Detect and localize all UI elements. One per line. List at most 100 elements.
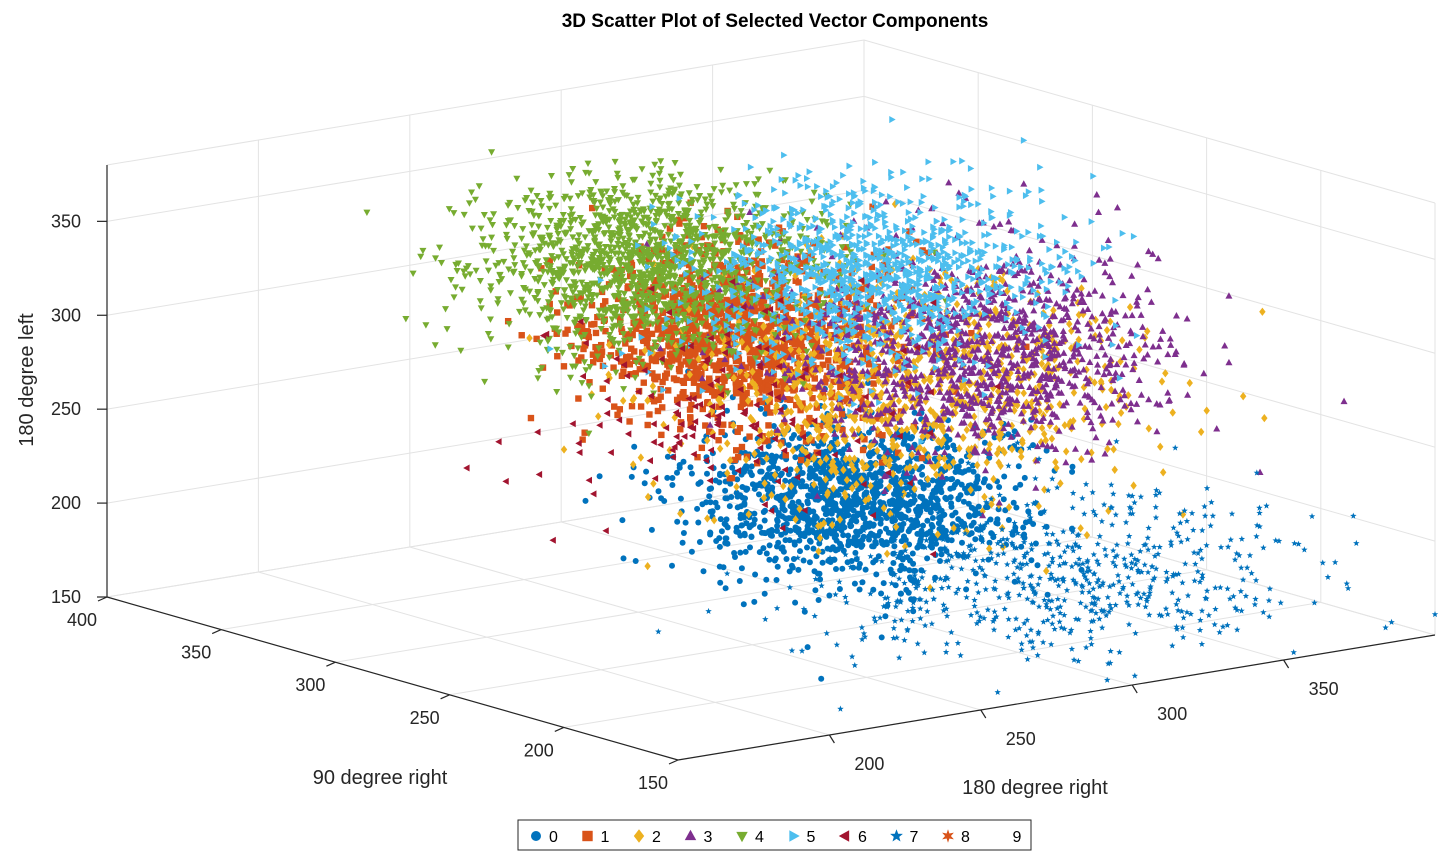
data-point-0 — [820, 464, 827, 470]
data-point-3 — [781, 415, 789, 423]
data-point-0 — [763, 474, 770, 480]
data-point-1 — [640, 379, 647, 386]
data-point-3 — [1137, 311, 1145, 318]
data-point-3 — [1172, 312, 1180, 319]
data-point-0 — [1002, 507, 1009, 514]
data-point-0 — [914, 522, 921, 528]
data-point-0 — [694, 505, 701, 512]
data-point-3 — [1020, 180, 1028, 187]
data-point-0 — [722, 487, 729, 494]
data-point-0 — [818, 484, 825, 491]
data-point-3 — [971, 420, 979, 427]
data-point-0 — [812, 587, 819, 594]
data-point-0 — [720, 463, 727, 470]
data-point-2 — [924, 474, 931, 484]
data-point-0 — [824, 501, 831, 508]
data-point-1 — [686, 414, 694, 421]
data-point-2 — [1102, 402, 1110, 412]
data-point-2 — [1126, 303, 1134, 312]
data-point-2 — [1169, 408, 1176, 417]
data-point-0 — [758, 529, 765, 536]
data-point-3 — [954, 431, 962, 438]
data-point-1 — [686, 406, 694, 413]
data-point-1 — [677, 361, 684, 368]
data-point-3 — [1071, 445, 1080, 452]
data-point-0 — [909, 550, 916, 557]
data-point-0 — [687, 464, 694, 471]
data-point-0 — [871, 495, 878, 502]
data-point-0 — [807, 538, 814, 545]
data-point-1 — [694, 368, 701, 376]
data-point-3 — [982, 466, 990, 474]
data-point-0 — [729, 464, 736, 471]
data-point-0 — [703, 499, 710, 506]
data-point-4 — [481, 378, 489, 386]
data-point-0 — [810, 545, 817, 552]
data-point-2 — [560, 445, 568, 454]
data-point-1 — [811, 375, 818, 382]
data-point-0 — [641, 480, 648, 487]
data-point-0 — [669, 562, 675, 569]
data-point-1 — [671, 325, 679, 332]
data-point-0 — [803, 483, 810, 490]
data-point-0 — [712, 477, 719, 484]
data-point-0 — [1028, 557, 1035, 564]
data-point-1 — [650, 398, 658, 405]
data-point-0 — [748, 472, 755, 479]
data-point-0 — [935, 520, 942, 527]
data-point-3 — [1104, 236, 1112, 244]
data-point-1 — [616, 406, 624, 413]
data-point-1 — [646, 411, 653, 418]
data-point-0 — [892, 532, 899, 539]
data-point-0 — [798, 483, 804, 490]
data-point-1 — [654, 407, 662, 415]
data-point-1 — [676, 367, 683, 375]
data-point-0 — [817, 576, 824, 583]
data-point-0 — [648, 526, 655, 533]
data-point-1 — [739, 394, 746, 402]
data-point-0 — [806, 559, 813, 566]
data-point-3 — [1155, 342, 1163, 350]
data-point-3 — [1030, 279, 1038, 286]
data-point-0 — [724, 407, 730, 414]
data-point-0 — [833, 566, 839, 572]
data-point-2 — [644, 561, 651, 571]
data-point-3 — [1159, 327, 1167, 334]
data-point-2 — [1020, 388, 1027, 398]
data-point-0 — [972, 536, 979, 543]
data-points — [363, 116, 1439, 712]
data-point-0 — [819, 559, 826, 566]
data-point-4 — [528, 222, 536, 229]
data-point-0 — [924, 517, 931, 524]
data-point-3 — [1145, 395, 1153, 403]
data-point-0 — [1001, 473, 1008, 480]
data-point-0 — [774, 543, 780, 550]
data-point-0 — [799, 478, 806, 485]
data-point-3 — [1137, 391, 1145, 398]
data-point-4 — [585, 383, 593, 390]
data-point-0 — [852, 549, 859, 556]
data-point-3 — [892, 231, 900, 239]
data-point-3 — [1094, 368, 1102, 375]
data-point-0 — [751, 516, 758, 523]
data-point-0 — [744, 485, 751, 492]
data-point-3 — [1172, 347, 1180, 355]
data-point-0 — [741, 532, 748, 539]
data-point-3 — [1127, 399, 1135, 407]
data-point-1 — [673, 376, 680, 384]
data-point-3 — [1139, 323, 1147, 330]
data-point-0 — [952, 509, 959, 516]
data-point-0 — [901, 565, 908, 572]
data-point-2 — [1077, 524, 1084, 533]
data-point-0 — [769, 456, 776, 463]
data-point-0 — [1021, 474, 1028, 481]
data-point-0 — [780, 505, 787, 512]
data-point-3 — [1183, 315, 1191, 322]
data-point-0 — [774, 528, 780, 534]
data-point-0 — [787, 493, 794, 500]
data-point-3 — [1095, 322, 1103, 330]
data-point-0 — [707, 508, 714, 515]
data-point-0 — [824, 545, 831, 552]
data-point-3 — [1081, 342, 1089, 349]
grid-line — [863, 95, 1436, 260]
